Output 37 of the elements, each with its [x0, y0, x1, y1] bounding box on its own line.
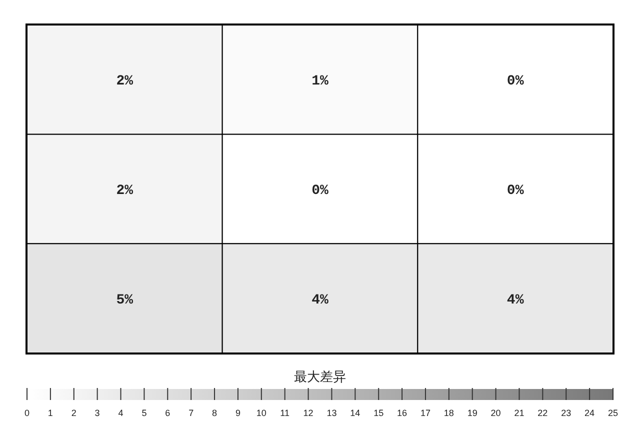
color-bar-label: 7: [188, 408, 194, 418]
color-bar-label: 13: [326, 408, 337, 418]
data-label: 0%: [312, 183, 329, 199]
color-bar-label: 22: [538, 408, 548, 418]
color-bar-label: 19: [467, 408, 478, 418]
data-label: 4%: [312, 292, 329, 308]
color-bar-label: 1: [48, 408, 53, 418]
color-bar-label: 6: [165, 408, 170, 418]
color-bar-label: 15: [374, 408, 384, 418]
colorbar: 0 1 2 3 4 5 6 7 8 9 10 11 12 13 14 15 16 17 18 19 20 21 22 23 24 25: [24, 388, 618, 418]
data-label: 4%: [506, 292, 524, 308]
data-label: 1%: [312, 74, 329, 90]
data-label: 0%: [506, 74, 524, 90]
color-bar-label: 14: [350, 408, 360, 418]
color-bar-label: 2: [71, 408, 76, 418]
data-label: 2%: [116, 183, 134, 199]
color-bar-label: 12: [303, 408, 314, 418]
color-bar-label: 5: [142, 408, 147, 418]
color-bar-label: 0: [24, 408, 30, 418]
color-bar-label: 9: [235, 408, 240, 418]
color-bar-label: 20: [490, 408, 501, 418]
color-bar-label: 18: [444, 408, 454, 418]
color-bar-label: 10: [256, 408, 266, 418]
color-bar-label: 21: [514, 408, 524, 418]
data-label: 5%: [116, 292, 134, 308]
color-bar-label: 16: [397, 408, 408, 418]
color-bar-label: 25: [608, 408, 618, 418]
color-bar-label: 8: [212, 408, 218, 418]
color-bar-label: 17: [420, 408, 430, 418]
color-bar-title: 最大差异: [294, 370, 346, 385]
color-bar-label: 4: [118, 408, 124, 418]
data-label: 0%: [506, 183, 524, 199]
color-bar-label: 24: [584, 408, 595, 418]
color-bar-label: 23: [561, 408, 572, 418]
data-label: 2%: [116, 74, 134, 90]
color-bar-label: 11: [280, 408, 290, 418]
color-bar-label: 3: [94, 408, 100, 418]
